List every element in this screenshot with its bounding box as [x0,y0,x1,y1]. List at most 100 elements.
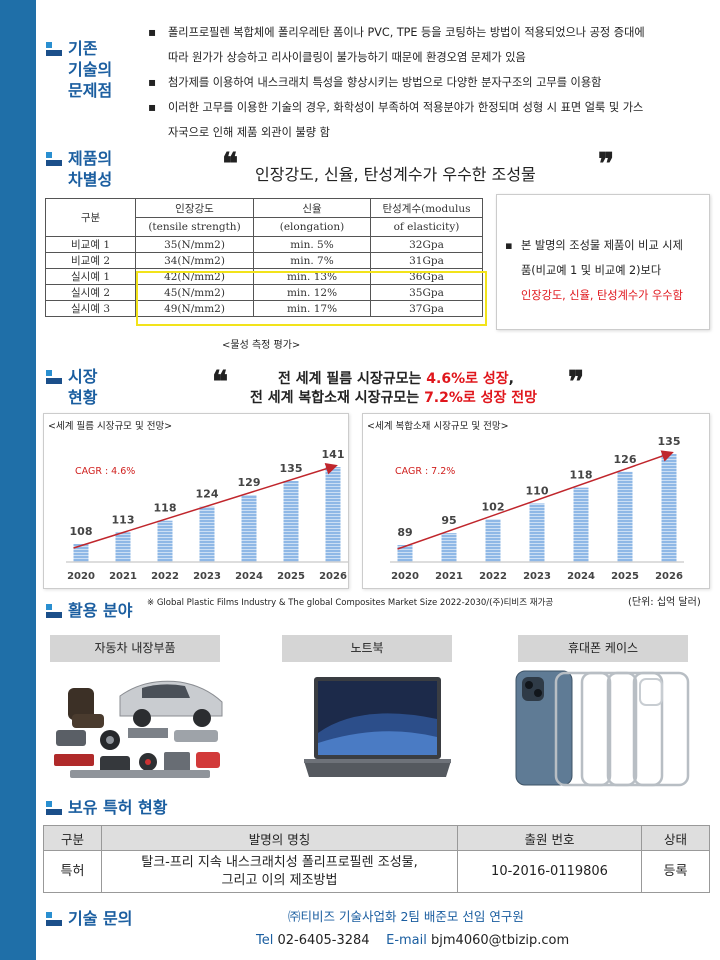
chart-bar [617,471,633,562]
section-title-line: 문제점 [68,81,113,100]
section-bullet-icon [46,152,62,168]
application-label: 휴대폰 케이스 [518,635,688,662]
table-header-row: 구분 인장강도 신율 탄성계수(modulus [45,198,483,237]
chart-data-label: 135 [658,435,681,448]
chart-data-label: 113 [112,513,135,526]
property-table: 구분 인장강도 신율 탄성계수(modulus (tensile strengt… [45,198,483,317]
chart-data-label: 135 [280,462,303,475]
chart-bar [115,532,131,562]
table-cell: 비교예 2 [45,252,136,269]
bullet-item: 첨가제를 이용하여 내스크래치 특성을 향상시키는 방법으로 다양한 분자구조의… [148,70,708,95]
table-row: 특허 탈크-프리 지속 내스크래치성 폴리프로필렌 조성물, 그리고 이의 제조… [43,850,710,893]
chart-film-market: <세계 필름 시장규모 및 전망> 108 2020 113 2021 118 2022 1… [43,413,349,589]
chart-bar [397,545,413,562]
chart-bar [199,506,215,562]
chart-bar [661,454,677,562]
chart-data-label: 118 [154,502,177,515]
table-header-cell: 인장강도 [135,198,254,218]
table-cell: 탈크-프리 지속 내스크래치성 폴리프로필렌 조성물, 그리고 이의 제조방법 [101,850,458,893]
chart-data-label: 110 [526,484,549,497]
application-label: 노트북 [282,635,452,662]
section-title-line: 제품의 [68,149,113,168]
differentiation-headline: 인장강도, 신율, 탄성계수가 우수한 조성물 [255,165,536,184]
car-parts-image [54,680,223,778]
section-bullet-icon [46,912,62,928]
tel-link[interactable]: 02-6405-3284 [277,933,370,948]
bullet-icon: ▪ [505,239,513,252]
section-bullet-icon [46,801,62,817]
table-caption: <물성 측정 평가> [222,340,301,351]
table-header-cell: 구분 [45,198,136,237]
section-inquiry: 기술 문의 [46,908,132,929]
chart-bar [485,519,501,562]
section-patents: 보유 특허 현황 [46,797,167,818]
section-market: 시장 현황 [46,366,97,408]
section-title-line: 현황 [68,388,98,407]
chart-tick-label: 2021 [435,571,463,582]
chart-bar [573,487,589,562]
table-cell: 실시예 3 [45,300,136,317]
chart-bar [241,495,257,562]
table-cell: 실시예 2 [45,284,136,301]
table-header-cell: (tensile strength) [135,217,254,237]
prior-art-bullets: 폴리프로필렌 복합체에 폴리우레탄 폼이나 PVC, TPE 등을 코팅하는 방… [148,20,708,145]
chart-data-label: 108 [70,525,93,538]
chart-data-label: 102 [482,500,505,513]
table-cell: 32Gpa [370,236,483,253]
table-header-cell: of elasticity) [370,217,483,237]
chart-bar [73,544,89,562]
chart-tick-label: 2020 [67,571,95,582]
laptop-image [304,677,451,777]
table-row: 비교예 2 34(N/mm2) min. 7% 31Gpa [45,252,483,269]
chart-canvas: 89 2020 95 2021 102 2022 110 2023 118 2024 126 2025… [390,435,684,582]
open-quote-icon: ❝ [222,147,239,182]
table-cell: min. 7% [253,252,371,269]
application-label: 자동차 내장부품 [50,635,220,662]
email-label: E-mail [386,933,427,948]
table-row: 실시예 2 45(N/mm2) min. 12% 35Gpa [45,284,483,301]
section-bullet-icon [46,370,62,386]
summary-line: 품(비교예 1 및 비교예 2)보다 [521,264,662,277]
table-cell: 34(N/mm2) [135,252,254,269]
section-title-line: 시장 [68,367,98,386]
chart-bar [441,533,457,562]
table-header-cell: 탄성계수(modulus [370,198,483,218]
market-headline-2: 전 세계 복합소재 시장규모는 7.2%로 성장 전망 [250,390,538,406]
section-differentiation: 제품의 차별성 [46,148,112,190]
section-title-line: 차별성 [68,170,113,189]
summary-highlight: 인장강도, 신율, 탄성계수가 우수함 [521,289,683,302]
section-bullet-icon [46,604,62,620]
table-header-row: 구분 발명의 명칭 출원 번호 상태 [43,825,710,851]
table-cell: min. 17% [253,300,371,317]
chart-tick-label: 2021 [109,571,137,582]
chart-tick-label: 2024 [567,571,595,582]
chart-tick-label: 2024 [235,571,263,582]
chart-tick-label: 2023 [193,571,221,582]
section-title-line: 기술의 [68,60,113,79]
chart-tick-label: 2025 [277,571,305,582]
bullet-item: 폴리프로필렌 복합체에 폴리우레탄 폼이나 PVC, TPE 등을 코팅하는 방… [148,20,708,70]
table-cell: 31Gpa [370,252,483,269]
table-cell: 등록 [641,850,710,893]
phone-case-image [515,670,690,787]
chart-tick-label: 2026 [319,571,347,582]
chart-canvas: 108 2020 113 2021 118 2022 124 2023 129 2024 135 20… [66,448,348,582]
table-cell: 49(N/mm2) [135,300,254,317]
market-headline-1: 전 세계 필름 시장규모는 4.6%로 성장, [278,371,514,387]
differentiation-summary: ▪ 본 발명의 조성물 제품이 비교 시제 품(비교예 1 및 비교예 2)보다… [496,194,710,330]
email-link[interactable]: bjm4060@tbizip.com [431,933,570,948]
chart-annotation: CAGR : 7.2% [395,466,455,477]
highlight-box [136,271,487,326]
chart-bar [157,520,173,562]
chart-trend-arrow [397,450,674,550]
section-title-line: 기존 [68,39,98,58]
chart-data-label: 124 [196,488,219,501]
table-header-cell: (elongation) [253,217,371,237]
table-cell: 35(N/mm2) [135,236,254,253]
chart-data-label: 118 [570,469,593,482]
chart-data-label: 141 [322,448,345,461]
contact-organization: ㈜티비즈 기술사업화 2팀 배준모 선임 연구원 [288,909,524,924]
chart-tick-label: 2020 [391,571,419,582]
chart-tick-label: 2023 [523,571,551,582]
table-row: 비교예 1 35(N/mm2) min. 5% 32Gpa [45,236,483,253]
